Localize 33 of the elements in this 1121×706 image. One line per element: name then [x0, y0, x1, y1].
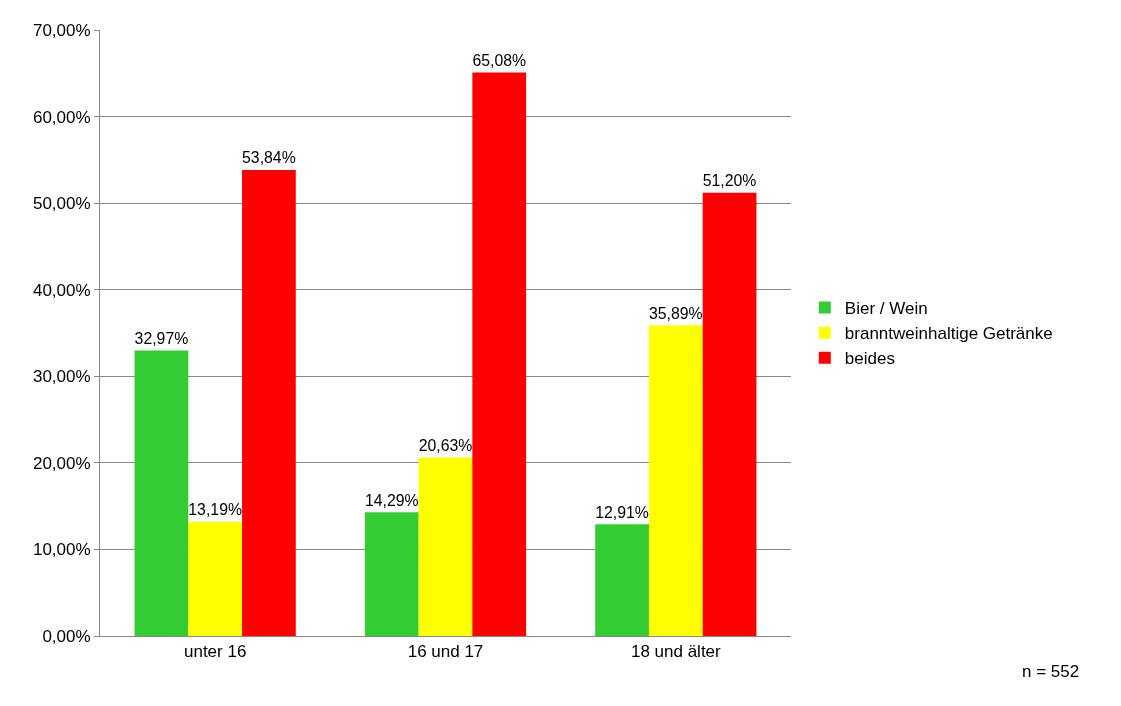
- bar: [364, 512, 419, 636]
- y-tick-label: 50,00%: [32, 194, 91, 214]
- legend-label: branntweinhaltige Getränke: [844, 324, 1053, 344]
- y-tick-label: 70,00%: [32, 20, 91, 40]
- y-tick-label: 0,00%: [42, 626, 91, 646]
- y-tick-label: 10,00%: [32, 540, 91, 560]
- data-label: 53,84%: [242, 149, 296, 167]
- legend-label: Bier / Wein: [844, 299, 928, 319]
- y-tick-label: 30,00%: [32, 367, 91, 387]
- y-tick-label: 20,00%: [32, 453, 91, 473]
- y-tick-label: 40,00%: [32, 280, 91, 300]
- bar: [134, 350, 189, 636]
- data-label: 14,29%: [364, 491, 419, 509]
- data-label: 32,97%: [134, 329, 189, 347]
- bar: [418, 457, 473, 636]
- bar: [472, 72, 527, 636]
- data-label: 35,89%: [648, 304, 703, 322]
- data-label: 12,91%: [595, 503, 649, 521]
- data-label: 51,20%: [702, 172, 757, 190]
- bar: [188, 521, 243, 636]
- data-label: 13,19%: [188, 501, 243, 519]
- bar: [648, 325, 703, 636]
- bar: [595, 524, 649, 636]
- data-label: 65,08%: [472, 51, 527, 69]
- x-tick-label: 16 und 17: [407, 642, 484, 662]
- text: n = 552: [1022, 662, 1080, 681]
- x-tick-label: 18 und älter: [630, 642, 722, 662]
- y-tick-label: 60,00%: [32, 107, 91, 127]
- bar: [242, 169, 296, 636]
- legend-label: beides: [844, 349, 895, 369]
- bar: [702, 192, 757, 636]
- data-label: 20,63%: [418, 436, 473, 454]
- x-tick-label: unter 16: [183, 642, 247, 662]
